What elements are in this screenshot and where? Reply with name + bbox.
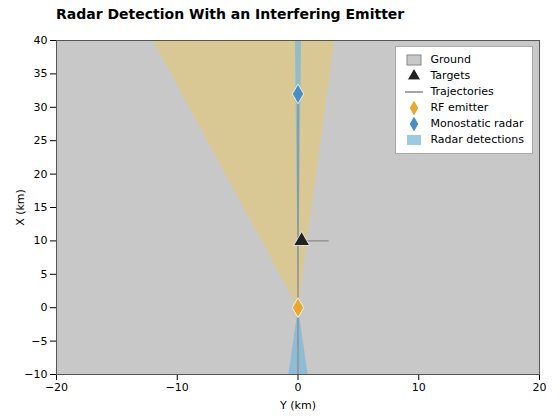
svg-text:20: 20: [533, 381, 547, 394]
svg-text:30: 30: [34, 101, 48, 114]
svg-text:X (km): X (km): [14, 189, 27, 226]
svg-text:−10: −10: [24, 368, 47, 381]
html-text:Ground: Ground: [430, 53, 471, 66]
html-text:Radar detections: Radar detections: [430, 133, 524, 146]
svg-text:40: 40: [34, 34, 48, 47]
html-text:Monostatic radar: Monostatic radar: [430, 117, 524, 130]
svg-text:5: 5: [41, 268, 48, 281]
svg-text:−10: −10: [166, 381, 189, 394]
html-text:Targets: Targets: [430, 69, 471, 82]
svg-text:20: 20: [34, 168, 48, 181]
svg-text:−5: −5: [31, 335, 47, 348]
html-text:RF emitter: RF emitter: [430, 101, 489, 114]
svg-text:15: 15: [34, 201, 48, 214]
svg-text:25: 25: [34, 134, 48, 147]
html-text:Radar Detection With an Interf: Radar Detection With an Interfering Emit…: [56, 6, 405, 22]
svg-text:Y (km): Y (km): [279, 399, 316, 412]
svg-text:10: 10: [412, 381, 426, 394]
svg-text:0: 0: [295, 381, 302, 394]
svg-text:35: 35: [34, 67, 48, 80]
svg-text:0: 0: [41, 301, 48, 314]
svg-text:−20: −20: [45, 381, 68, 394]
svg-text:10: 10: [34, 234, 48, 247]
html-text:Trajectories: Trajectories: [430, 85, 494, 98]
